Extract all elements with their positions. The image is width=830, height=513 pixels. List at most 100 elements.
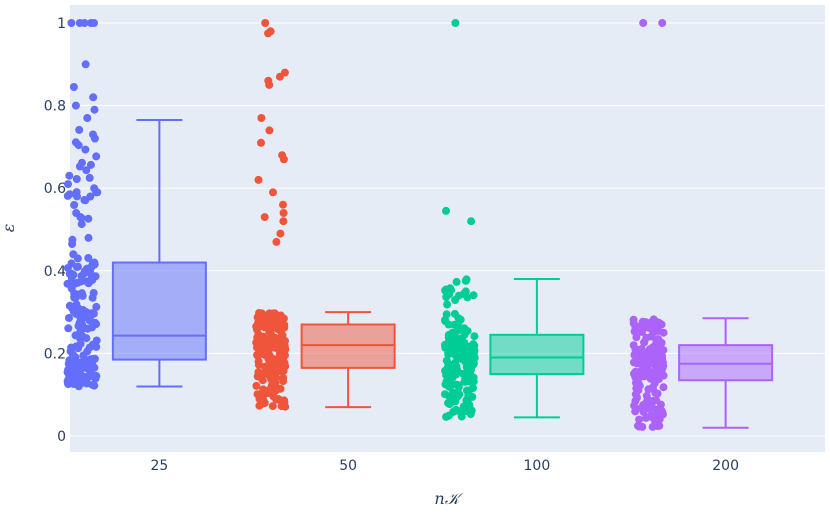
data-point xyxy=(463,377,472,386)
box-iqr xyxy=(678,344,774,382)
data-point xyxy=(88,361,97,370)
data-point xyxy=(633,393,641,402)
data-point xyxy=(83,114,92,122)
data-point xyxy=(281,351,289,360)
data-point xyxy=(92,302,101,311)
data-point xyxy=(64,180,72,189)
data-point xyxy=(281,337,289,345)
data-point xyxy=(80,196,89,204)
data-point xyxy=(635,415,644,424)
data-point xyxy=(655,415,664,424)
data-point xyxy=(444,382,453,391)
data-point xyxy=(69,83,78,91)
x-tick-label: 100 xyxy=(524,458,551,474)
data-point xyxy=(80,267,89,276)
data-point xyxy=(269,365,278,374)
data-point xyxy=(70,201,79,209)
data-point xyxy=(653,367,662,376)
data-point xyxy=(456,315,465,324)
data-point xyxy=(87,272,96,280)
data-point xyxy=(645,359,654,368)
y-tick-labels: 0 0.2 0.4 0.6 0.8 1 xyxy=(44,16,66,445)
data-point xyxy=(468,392,477,401)
data-point xyxy=(69,307,78,316)
data-point xyxy=(260,386,269,395)
y-axis-title: ε xyxy=(0,224,18,233)
data-point xyxy=(441,390,449,399)
box-trace-200 xyxy=(629,19,774,431)
data-point xyxy=(73,192,81,201)
data-point xyxy=(443,300,452,309)
data-point xyxy=(75,162,84,171)
x-tick-label: 200 xyxy=(712,458,739,474)
data-point xyxy=(454,291,463,300)
data-point xyxy=(73,254,82,263)
data-point xyxy=(444,348,453,357)
data-point xyxy=(252,381,261,390)
data-point xyxy=(469,291,478,300)
data-point xyxy=(75,125,84,134)
data-point xyxy=(266,372,274,381)
data-point xyxy=(272,237,281,246)
data-point xyxy=(465,347,474,356)
data-point xyxy=(630,401,639,410)
data-point xyxy=(659,383,668,392)
data-point xyxy=(279,377,288,386)
box-traces xyxy=(63,19,774,431)
data-point xyxy=(263,352,272,360)
data-point xyxy=(63,279,72,288)
data-point xyxy=(659,371,668,380)
data-point xyxy=(67,273,76,282)
data-point xyxy=(275,72,284,81)
data-point xyxy=(659,361,668,370)
y-tick-label: 0.4 xyxy=(44,264,66,280)
data-point xyxy=(81,60,90,69)
data-point xyxy=(65,314,73,322)
data-point xyxy=(631,373,640,382)
y-tick-label: 0.2 xyxy=(44,346,66,362)
data-point xyxy=(450,309,459,318)
box-iqr xyxy=(300,323,396,369)
data-point xyxy=(84,254,93,262)
data-point xyxy=(89,309,98,318)
data-point xyxy=(73,367,82,376)
y-tick-label: 0.8 xyxy=(44,99,66,115)
data-point xyxy=(260,213,269,222)
data-point xyxy=(459,369,468,378)
data-point xyxy=(444,320,453,329)
x-tick-label: 25 xyxy=(150,458,168,474)
data-point xyxy=(71,101,80,110)
x-axis-title: n𝒦 xyxy=(434,489,464,508)
data-point xyxy=(453,338,462,347)
data-point xyxy=(269,188,277,197)
data-point xyxy=(80,324,89,332)
data-point xyxy=(461,287,470,296)
data-point xyxy=(449,388,458,397)
data-point xyxy=(657,406,666,415)
data-point xyxy=(76,330,85,339)
box-iqr xyxy=(111,261,207,361)
data-point xyxy=(72,209,81,217)
data-point xyxy=(466,355,475,364)
data-point xyxy=(265,126,274,135)
data-point xyxy=(638,422,647,431)
box-trace-50 xyxy=(252,19,396,411)
data-point xyxy=(84,279,93,288)
data-point xyxy=(279,200,287,209)
data-point xyxy=(86,192,95,201)
data-point xyxy=(253,313,262,322)
data-point xyxy=(273,320,282,329)
data-point xyxy=(452,277,461,286)
data-point xyxy=(634,357,643,366)
data-point xyxy=(442,310,451,319)
data-point xyxy=(65,171,74,180)
data-point xyxy=(258,394,267,403)
data-point xyxy=(276,229,285,238)
data-point xyxy=(257,400,266,409)
data-point xyxy=(254,330,263,339)
box-iqr xyxy=(489,333,585,376)
data-point xyxy=(257,138,265,147)
data-point xyxy=(441,286,450,295)
data-point xyxy=(80,357,89,366)
data-point xyxy=(76,339,85,348)
